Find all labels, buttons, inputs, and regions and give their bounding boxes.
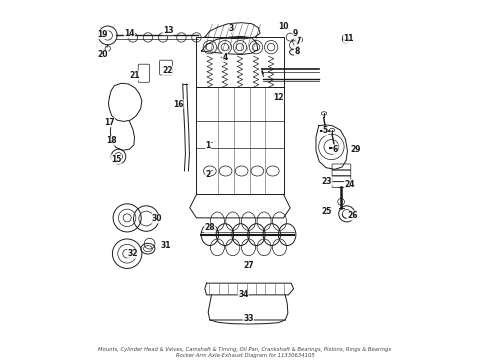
Text: 7: 7 [296, 37, 301, 46]
Text: 8: 8 [294, 47, 299, 56]
Text: 27: 27 [243, 261, 254, 270]
Text: 6: 6 [333, 145, 338, 154]
Text: 26: 26 [347, 211, 357, 220]
Text: 20: 20 [98, 50, 108, 59]
Text: 29: 29 [350, 145, 361, 154]
Text: 31: 31 [160, 241, 171, 250]
Text: 17: 17 [104, 118, 115, 127]
Text: 1: 1 [205, 141, 211, 150]
Text: 23: 23 [322, 176, 332, 185]
Text: 14: 14 [124, 29, 135, 38]
Text: 12: 12 [273, 93, 284, 102]
Text: 22: 22 [162, 66, 172, 75]
Text: 33: 33 [243, 314, 254, 323]
Text: 2: 2 [205, 170, 211, 179]
Text: 3: 3 [229, 24, 234, 33]
Text: 30: 30 [151, 214, 162, 223]
Text: 5: 5 [323, 126, 328, 135]
Text: 21: 21 [129, 71, 140, 80]
Text: 10: 10 [278, 22, 289, 31]
Text: 4: 4 [222, 53, 227, 62]
Text: 24: 24 [344, 180, 355, 189]
Text: 16: 16 [173, 100, 183, 109]
Text: 25: 25 [322, 207, 332, 216]
Text: 9: 9 [293, 29, 298, 38]
Text: 18: 18 [106, 136, 117, 145]
Text: 19: 19 [98, 30, 108, 39]
Text: 15: 15 [111, 155, 122, 164]
Text: 34: 34 [238, 291, 248, 300]
Text: 11: 11 [343, 34, 354, 43]
Text: 32: 32 [127, 249, 138, 258]
Text: Mounts, Cylinder Head & Valves, Camshaft & Timing, Oil Pan, Crankshaft & Bearing: Mounts, Cylinder Head & Valves, Camshaft… [98, 347, 392, 358]
Text: 13: 13 [163, 26, 173, 35]
Text: 28: 28 [204, 224, 215, 233]
